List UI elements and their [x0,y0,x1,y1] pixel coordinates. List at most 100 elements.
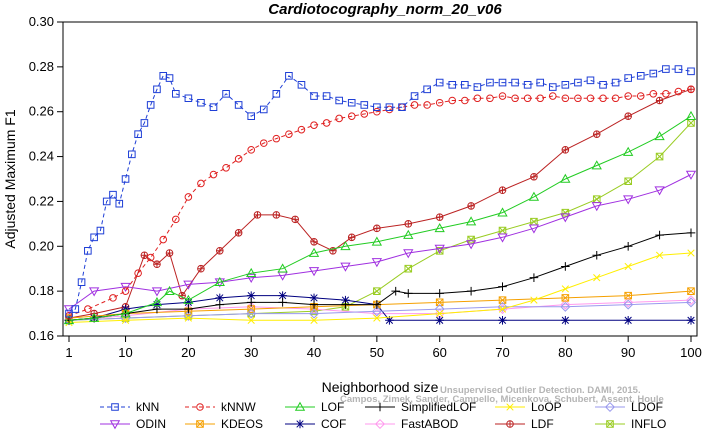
data-point [184,298,193,307]
data-point [530,296,538,304]
data-point [146,253,155,262]
data-point [360,110,369,118]
data-point [624,291,632,300]
data-point [410,92,419,100]
data-point [410,101,419,109]
data-point [561,294,570,302]
data-point [423,101,431,109]
data-point [686,228,696,238]
data-point [234,101,243,109]
data-point [348,234,356,241]
data-point [63,314,75,325]
data-point [371,306,382,317]
data-point [624,92,632,100]
data-point [341,300,350,309]
data-point [435,289,444,298]
data-point [360,101,369,109]
data-point [141,251,148,259]
data-point [530,173,538,181]
data-point [246,291,256,300]
legend-item-cof: COF [285,417,346,431]
data-point [184,304,193,314]
data-point [636,72,645,80]
data-point [372,300,382,309]
data-point [536,94,545,103]
data-point [606,420,614,428]
data-point [686,316,696,325]
data-point [685,170,697,180]
data-point [184,314,193,322]
data-point [592,250,602,260]
data-point [623,316,633,325]
y-tick-label: 0.28 [29,59,54,74]
data-point [586,94,595,103]
data-point [152,304,162,314]
data-point [528,224,540,234]
data-point [624,262,632,271]
data-point [120,308,131,318]
data-point [121,316,130,324]
data-point [674,87,683,96]
y-tick-label: 0.30 [29,14,54,29]
data-point [561,262,570,271]
data-point [151,297,163,307]
y-tick-label: 0.16 [29,328,54,343]
data-point [465,216,477,226]
data-point [216,247,224,255]
data-point [593,130,601,138]
data-point [604,401,616,413]
data-point [111,403,119,411]
legend-label: SimplifiedLOF [401,400,476,414]
data-point [273,211,280,219]
data-point [341,295,350,305]
data-point [259,105,268,114]
data-point [561,208,570,217]
data-point [196,403,204,411]
data-point [183,310,194,321]
data-point [285,130,293,138]
legend-item-inflo: INFLO [595,417,666,431]
data-point [247,112,256,120]
data-point [403,229,414,239]
legend-label: kNNW [221,400,256,414]
series-line [68,115,692,321]
data-point [134,269,142,278]
data-point [528,191,540,201]
data-point [309,300,319,309]
data-point [599,94,607,103]
data-point [222,163,230,172]
data-point [404,264,413,273]
data-point [183,294,194,304]
data-point [506,420,514,428]
data-point [215,300,225,309]
data-point [654,186,665,196]
data-point [340,262,351,272]
data-point [246,267,257,277]
series-line [68,252,692,323]
data-point [592,195,601,203]
data-point [184,193,193,201]
data-point [548,92,557,100]
data-point [435,78,444,87]
data-point [347,112,356,120]
data-point [403,289,413,298]
data-point [656,97,663,104]
data-point [310,92,318,100]
data-point [164,285,175,295]
data-point [115,199,124,208]
data-point [548,83,557,91]
data-point [649,89,658,98]
series-odin [63,170,697,315]
data-point [121,287,130,295]
data-point [623,241,633,251]
x-tick-label: 30 [244,345,258,360]
series-layer [63,65,697,327]
data-point [246,308,257,319]
series-lof [63,110,697,325]
legend: kNN kNNW LOF SimplifiedLOF LoOP LDOF ODIN KDEOS… [100,400,666,431]
data-point [623,297,634,308]
data-point [335,96,343,105]
data-point [435,316,444,325]
data-point [254,211,261,219]
